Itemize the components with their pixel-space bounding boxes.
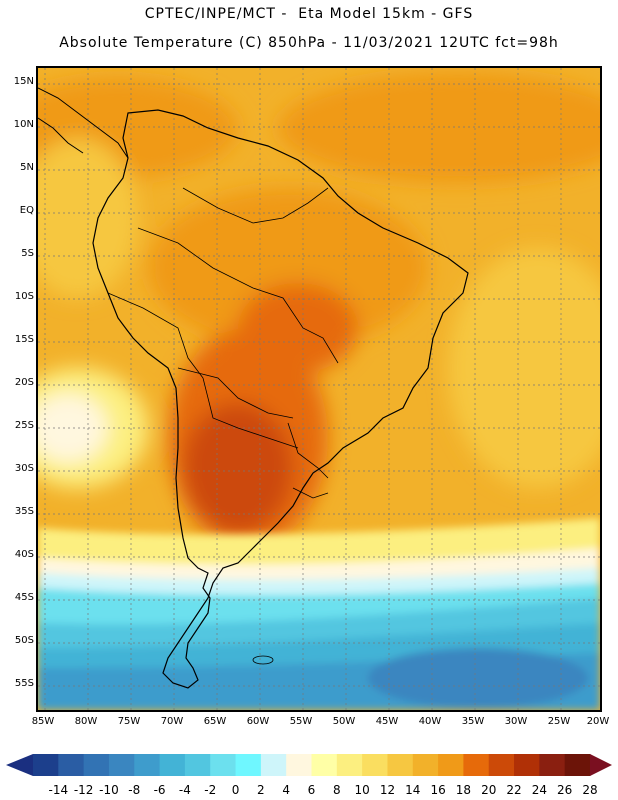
legend-label-1: -12 [73,783,94,797]
lat-label-15s: 15S [14,334,34,345]
legend-swatch-18 [488,754,515,776]
legend-swatch-14 [387,754,414,776]
legend-arrow-high [590,754,612,776]
hot-area-brazil-west [238,283,358,373]
legend-label-2: -10 [99,783,119,797]
cool-core-pacific [38,393,108,463]
lat-label-25s: 25S [14,420,34,431]
lat-label-20s: 20S [14,377,34,388]
legend-swatch-0 [33,754,59,776]
legend-swatch-9 [260,754,287,776]
legend-label-7: 0 [231,783,240,797]
legend-label-4: -6 [153,783,166,797]
warm-area-amazon [148,188,428,348]
legend-swatch-8 [235,754,262,776]
lon-label-45w: 45W [375,716,399,727]
legend-label-16: 18 [455,783,472,797]
warm-area-north-atlantic [278,73,600,183]
legend-label-0: -14 [48,783,69,797]
legend-label-20: 26 [557,783,573,797]
lat-label-10n: 10N [13,119,34,130]
legend-swatch-17 [463,754,490,776]
legend-swatch-4 [134,754,161,776]
color-legend [0,748,618,800]
legend-label-5: -4 [178,783,191,797]
lon-label-30w: 30W [504,716,528,727]
legend-label-17: 20 [481,783,497,797]
legend-swatch-13 [362,754,388,776]
legend-label-21: 28 [582,783,598,797]
legend-swatch-10 [286,754,312,776]
lon-label-50w: 50W [332,716,356,727]
legend-swatch-12 [336,754,363,776]
legend-swatch-1 [58,754,85,776]
lon-label-25w: 25W [547,716,571,727]
lat-label-30s: 30S [14,463,34,474]
lat-label-10s: 10S [14,291,34,302]
lon-label-85w: 85W [31,716,55,727]
lat-label-5s: 5S [21,248,34,259]
falkland-islands [252,655,274,665]
central-america-coastline [38,87,129,159]
legend-swatch-2 [83,754,110,776]
lon-label-40w: 40W [418,716,442,727]
lat-label-15n: 15N [13,76,34,87]
lat-label-55s: 55S [14,678,34,689]
lon-label-75w: 75W [117,716,141,727]
legend-label-13: 12 [379,783,396,797]
lat-label-35s: 35S [14,506,34,517]
legend-label-11: 8 [332,783,341,797]
lon-label-20w: 20W [586,716,610,727]
lon-label-70w: 70W [160,716,184,727]
legend-label-12: 10 [354,783,370,797]
legend-swatch-15 [412,754,439,776]
graticule [38,68,600,710]
legend-swatch-3 [108,754,135,776]
lat-label-eq: EQ [19,205,34,216]
mild-area-atlantic [448,248,600,488]
legend-swatch-7 [210,754,237,776]
lon-label-55w: 55W [289,716,313,727]
lat-label-40s: 40S [14,549,34,560]
legend-label-14: 14 [405,783,421,797]
legend-swatch-21 [564,754,591,776]
legend-swatch-16 [438,754,464,776]
legend-swatch-19 [514,754,540,776]
legend-label-3: -8 [128,783,141,797]
lon-label-80w: 80W [74,716,98,727]
map-canvas [38,68,600,710]
legend-swatch-5 [159,754,186,776]
lat-label-5n: 5N [20,162,34,173]
legend-label-15: 16 [430,783,446,797]
legend-label-6: -2 [204,783,217,797]
country-borders [107,187,339,499]
legend-swatch-20 [539,754,566,776]
lon-label-35w: 35W [461,716,485,727]
legend-label-19: 24 [531,783,547,797]
lon-label-65w: 65W [203,716,227,727]
lat-label-50s: 50S [14,635,34,646]
legend-label-8: 2 [257,783,265,797]
cold-core-south-atlantic [368,648,588,708]
legend-label-10: 6 [307,783,316,797]
legend-swatch-11 [311,754,338,776]
color-legend-bar [6,754,612,776]
temperature-map [36,66,602,712]
legend-label-18: 22 [506,783,522,797]
south-america-coastline [92,109,469,689]
legend-label-9: 4 [282,783,290,797]
chart-title-line-2: Absolute Temperature (C) 850hPa - 11/03/… [59,35,559,51]
hot-core-chaco [183,403,293,533]
chart-title-line-1: CPTEC/INPE/MCT - Eta Model 15km - GFS [144,6,474,22]
legend-swatch-6 [184,754,211,776]
legend-arrow-low [6,754,33,776]
lon-label-60w: 60W [246,716,270,727]
lat-label-45s: 45S [14,592,34,603]
